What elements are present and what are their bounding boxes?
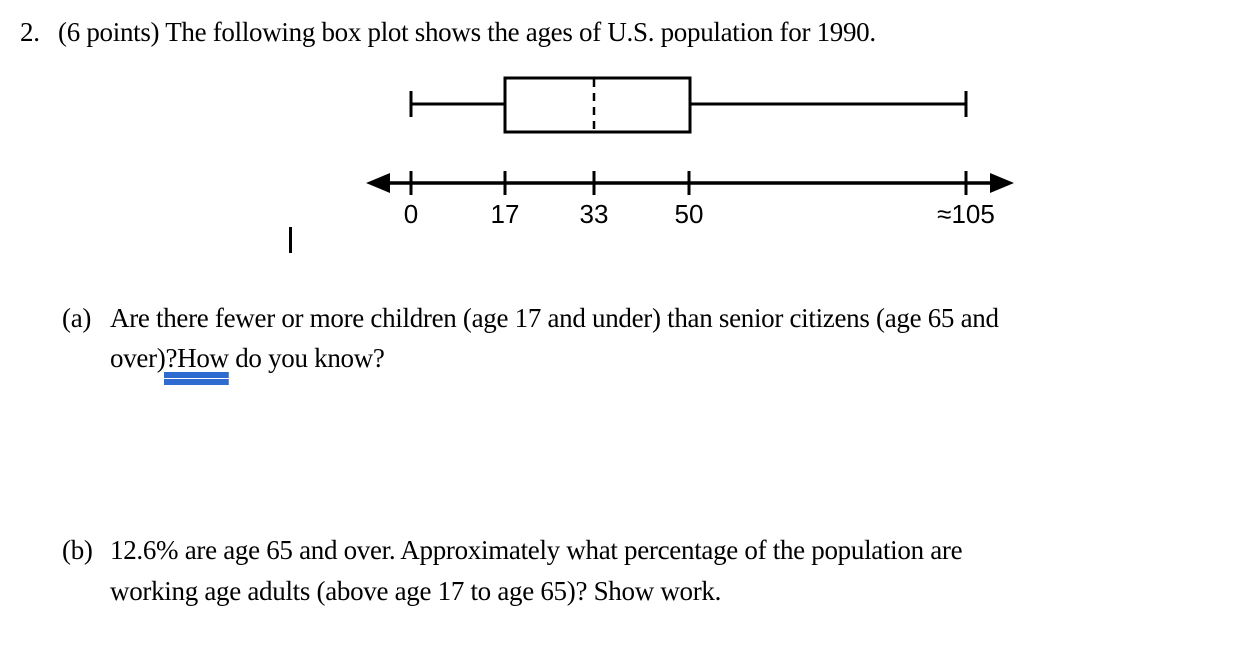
- right-arrow-icon: [990, 173, 1014, 193]
- part-a-grammar-flagged-text: )?How: [156, 343, 229, 373]
- tick-label-0: 0: [404, 199, 418, 229]
- part-a-text-line2: over)?How do you know?: [110, 342, 385, 374]
- part-a-label: (a): [62, 303, 92, 333]
- part-b-text-line1: 12.6% are age 65 and over. Approximately…: [110, 535, 963, 565]
- part-a-line2-post: do you know?: [228, 343, 385, 373]
- part-a-line2-pre: over: [110, 343, 157, 373]
- left-arrow-icon: [366, 173, 390, 193]
- question-title: (6 points) The following box plot shows …: [58, 17, 876, 47]
- part-b-text-line2: working age adults (above age 17 to age …: [110, 576, 722, 606]
- question-number: 2.: [20, 17, 40, 47]
- tick-label-33: 33: [580, 199, 609, 229]
- tick-label-17: 17: [491, 199, 520, 229]
- part-a-text-line1: Are there fewer or more children (age 17…: [110, 303, 999, 333]
- boxplot-iqr-box: [503, 76, 692, 134]
- boxplot-figure: 0 17 33 50 ≈105: [366, 76, 1014, 229]
- tick-label-50: 50: [675, 199, 704, 229]
- tick-label-105: ≈105: [937, 199, 995, 229]
- part-b-label: (b): [62, 535, 93, 565]
- text-cursor: [289, 227, 292, 253]
